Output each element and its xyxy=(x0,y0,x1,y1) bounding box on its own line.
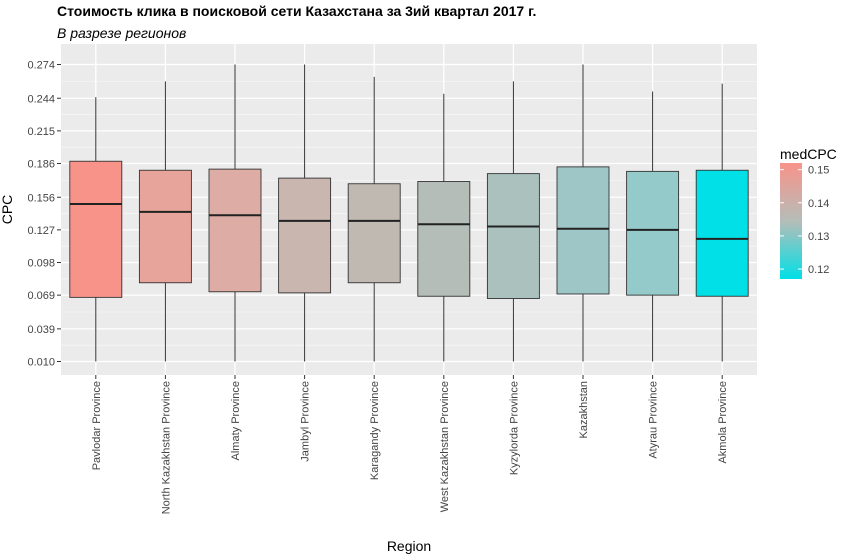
chart-title: Стоимость клика в поисковой сети Казахст… xyxy=(57,3,537,19)
box xyxy=(347,183,401,284)
box xyxy=(278,177,332,294)
box xyxy=(626,170,680,296)
y-tick-label: 0.244 xyxy=(27,93,55,105)
x-tick-label: Jambyl Province xyxy=(300,381,312,462)
box xyxy=(695,169,749,297)
x-tick-label: West Kazakhstan Province xyxy=(439,381,451,512)
x-tick-label: Karagandy Province xyxy=(369,381,381,480)
box xyxy=(208,168,262,293)
y-tick-label: 0.127 xyxy=(27,225,55,237)
box xyxy=(417,181,471,297)
x-tick-label: Atyrau Province xyxy=(648,381,660,459)
y-tick-label: 0.215 xyxy=(27,126,55,138)
x-tick-label: Kyzylorda Province xyxy=(508,381,520,475)
y-tick-label: 0.010 xyxy=(27,357,55,369)
y-tick-label: 0.039 xyxy=(27,324,55,336)
x-tick-label: Kazakhstan xyxy=(578,381,590,438)
legend-label: 0.12 xyxy=(808,264,829,276)
x-tick-label: North Kazakhstan Province xyxy=(160,381,172,514)
y-tick-label: 0.069 xyxy=(27,290,55,302)
x-tick-label: Akmola Province xyxy=(717,381,729,464)
legend-title: medCPC xyxy=(780,146,837,162)
x-axis-title: Region xyxy=(387,538,431,554)
box xyxy=(556,166,610,295)
legend-label: 0.13 xyxy=(808,231,829,243)
y-tick-label: 0.156 xyxy=(27,192,55,204)
x-tick-label: Almaty Province xyxy=(230,381,242,460)
legend-colorbar xyxy=(780,163,802,279)
box xyxy=(486,173,540,299)
legend-label: 0.15 xyxy=(808,165,829,177)
x-tick-label: Pavlodar Province xyxy=(91,381,103,470)
legend-label: 0.14 xyxy=(808,198,829,210)
y-tick-label: 0.186 xyxy=(27,159,55,171)
y-tick-label: 0.274 xyxy=(27,60,55,72)
box xyxy=(69,160,123,298)
box xyxy=(138,169,192,284)
chart-subtitle: В разрезе регионов xyxy=(57,25,187,41)
y-axis-title: CPC xyxy=(0,195,15,225)
y-tick-label: 0.098 xyxy=(27,258,55,270)
